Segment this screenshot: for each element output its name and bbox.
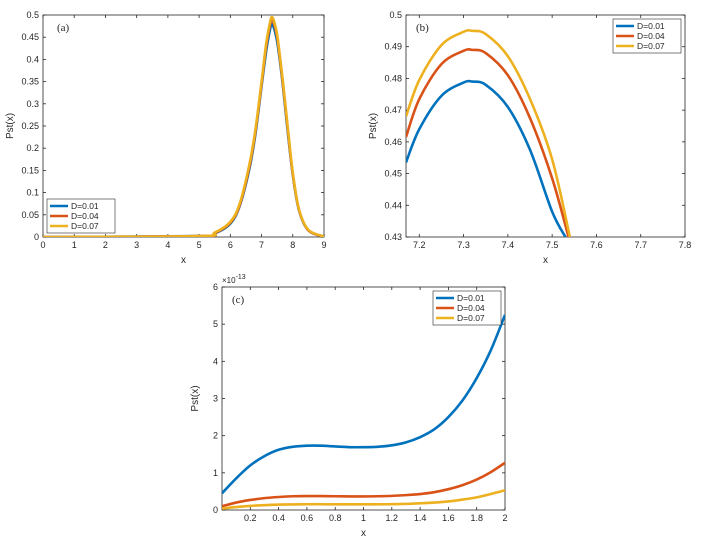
y-tick-label: 1 (213, 468, 218, 478)
x-tick-label: 1 (361, 513, 366, 523)
y-tick-label: 0.3 (26, 99, 39, 109)
x-axis-label: x (361, 528, 366, 539)
series-line-d-0-04 (406, 48, 570, 237)
y-tick-label: 0.45 (21, 32, 39, 42)
x-tick-label: 5 (197, 240, 202, 250)
series-line-d-0-01 (406, 79, 567, 237)
y-tick-label: 6 (213, 282, 218, 292)
legend-label: D=0.01 (71, 201, 99, 211)
series-line-d-0-07 (406, 29, 572, 237)
y-tick-label: 3 (213, 394, 218, 404)
series-line-d-0-04 (222, 461, 505, 508)
panel-label: (a) (57, 22, 70, 34)
y-tick-label: 0.05 (21, 210, 39, 220)
x-axis-label: x (181, 255, 186, 266)
x-tick-label: 0 (40, 240, 45, 250)
x-tick-label: 1.2 (386, 513, 399, 523)
legend-label: D=0.07 (457, 313, 485, 323)
y-tick-label: 0.5 (26, 10, 39, 20)
series-line-d-0-01 (222, 314, 505, 495)
y-tick-label: 0 (34, 232, 39, 242)
x-tick-label: 8 (290, 240, 295, 250)
legend-label: D=0.01 (457, 293, 485, 303)
legend-label: D=0.01 (637, 21, 665, 31)
y-axis-label: Pst(x) (190, 385, 201, 411)
legend-label: D=0.04 (71, 211, 99, 221)
x-tick-label: 9 (321, 240, 326, 250)
y-axis-label: Pst(x) (5, 113, 16, 139)
y-tick-label: 5 (213, 319, 218, 329)
series-group (43, 15, 324, 237)
x-tick-label: 7 (259, 240, 264, 250)
x-tick-label: 1.6 (442, 513, 455, 523)
x-tick-label: 7.3 (457, 240, 470, 250)
series-group (222, 314, 505, 510)
x-tick-label: 6 (228, 240, 233, 250)
y-tick-label: 0.47 (384, 105, 402, 115)
legend-label: D=0.04 (637, 31, 665, 41)
panel-label: (c) (232, 294, 245, 306)
legend: D=0.01D=0.04D=0.07 (612, 18, 682, 54)
panel-b-chart: 7.2 7.3 7.4 7.5 7.6 7.7 7.8 0.43 0.44 0.45 0.46 0.4… (368, 10, 691, 266)
legend-label: D=0.07 (637, 41, 665, 51)
x-tick-label: 2 (103, 240, 108, 250)
y-tick-label: 0.43 (384, 232, 402, 242)
y-tick-label: 0.25 (21, 121, 39, 131)
panel-label: (b) (416, 22, 429, 34)
y-tick-label: 0.46 (384, 137, 402, 147)
x-tick-label: 0.6 (301, 513, 314, 523)
y-tick-label: 0.48 (384, 73, 402, 83)
y-tick-label: 0.44 (384, 200, 402, 210)
series-line-d-0-07 (222, 489, 505, 510)
x-tick-label: 7.4 (502, 240, 515, 250)
x-tick-label: 4 (165, 240, 170, 250)
series-line-d-0-07 (43, 15, 324, 237)
y-tick-label: 0.35 (21, 77, 39, 87)
x-tick-label: 7.5 (546, 240, 559, 250)
x-tick-label: 7.8 (679, 240, 692, 250)
y-tick-label: 0.45 (384, 169, 402, 179)
series-group (406, 29, 572, 237)
y-tick-label: 0.4 (26, 54, 39, 64)
x-tick-label: 7.7 (634, 240, 647, 250)
x-tick-label: 7.2 (413, 240, 426, 250)
x-axis-label: x (543, 255, 548, 266)
legend: D=0.01D=0.04D=0.07 (46, 198, 116, 234)
x-tick-label: 1 (72, 240, 77, 250)
panel-c-chart: 0.2 0.4 0.6 0.8 1 1.2 1.4 1.6 1.8 2 0 1 2 3 4 5 6 ×10-13 x… (190, 274, 508, 539)
panel-a-chart: 0 1 2 3 4 5 6 7 8 9 0 0.05 0.1 0.15 0.2 0.25 0.3 0.35 0.4 0… (5, 10, 327, 266)
y-tick-label: 0.49 (384, 42, 402, 52)
y-exponent-label: ×10-13 (222, 274, 246, 285)
y-tick-label: 0.15 (21, 165, 39, 175)
y-tick-label: 4 (213, 356, 218, 366)
y-tick-label: 0.2 (26, 143, 39, 153)
x-tick-label: 1.4 (414, 513, 427, 523)
x-tick-label: 1.8 (470, 513, 483, 523)
y-tick-label: 0 (213, 505, 218, 515)
x-tick-label: 0.8 (329, 513, 342, 523)
y-tick-label: 2 (213, 431, 218, 441)
x-tick-label: 3 (134, 240, 139, 250)
y-tick-label: 0.1 (26, 188, 39, 198)
y-axis-label: Pst(x) (368, 113, 379, 139)
y-tick-label: 0.5 (389, 10, 402, 20)
legend-label: D=0.04 (457, 303, 485, 313)
legend: D=0.01D=0.04D=0.07 (432, 290, 502, 326)
x-tick-label: 7.6 (590, 240, 603, 250)
x-tick-label: 2 (502, 513, 507, 523)
x-tick-label: 0.4 (272, 513, 285, 523)
legend-label: D=0.07 (71, 221, 99, 231)
x-tick-label: 0.2 (244, 513, 257, 523)
